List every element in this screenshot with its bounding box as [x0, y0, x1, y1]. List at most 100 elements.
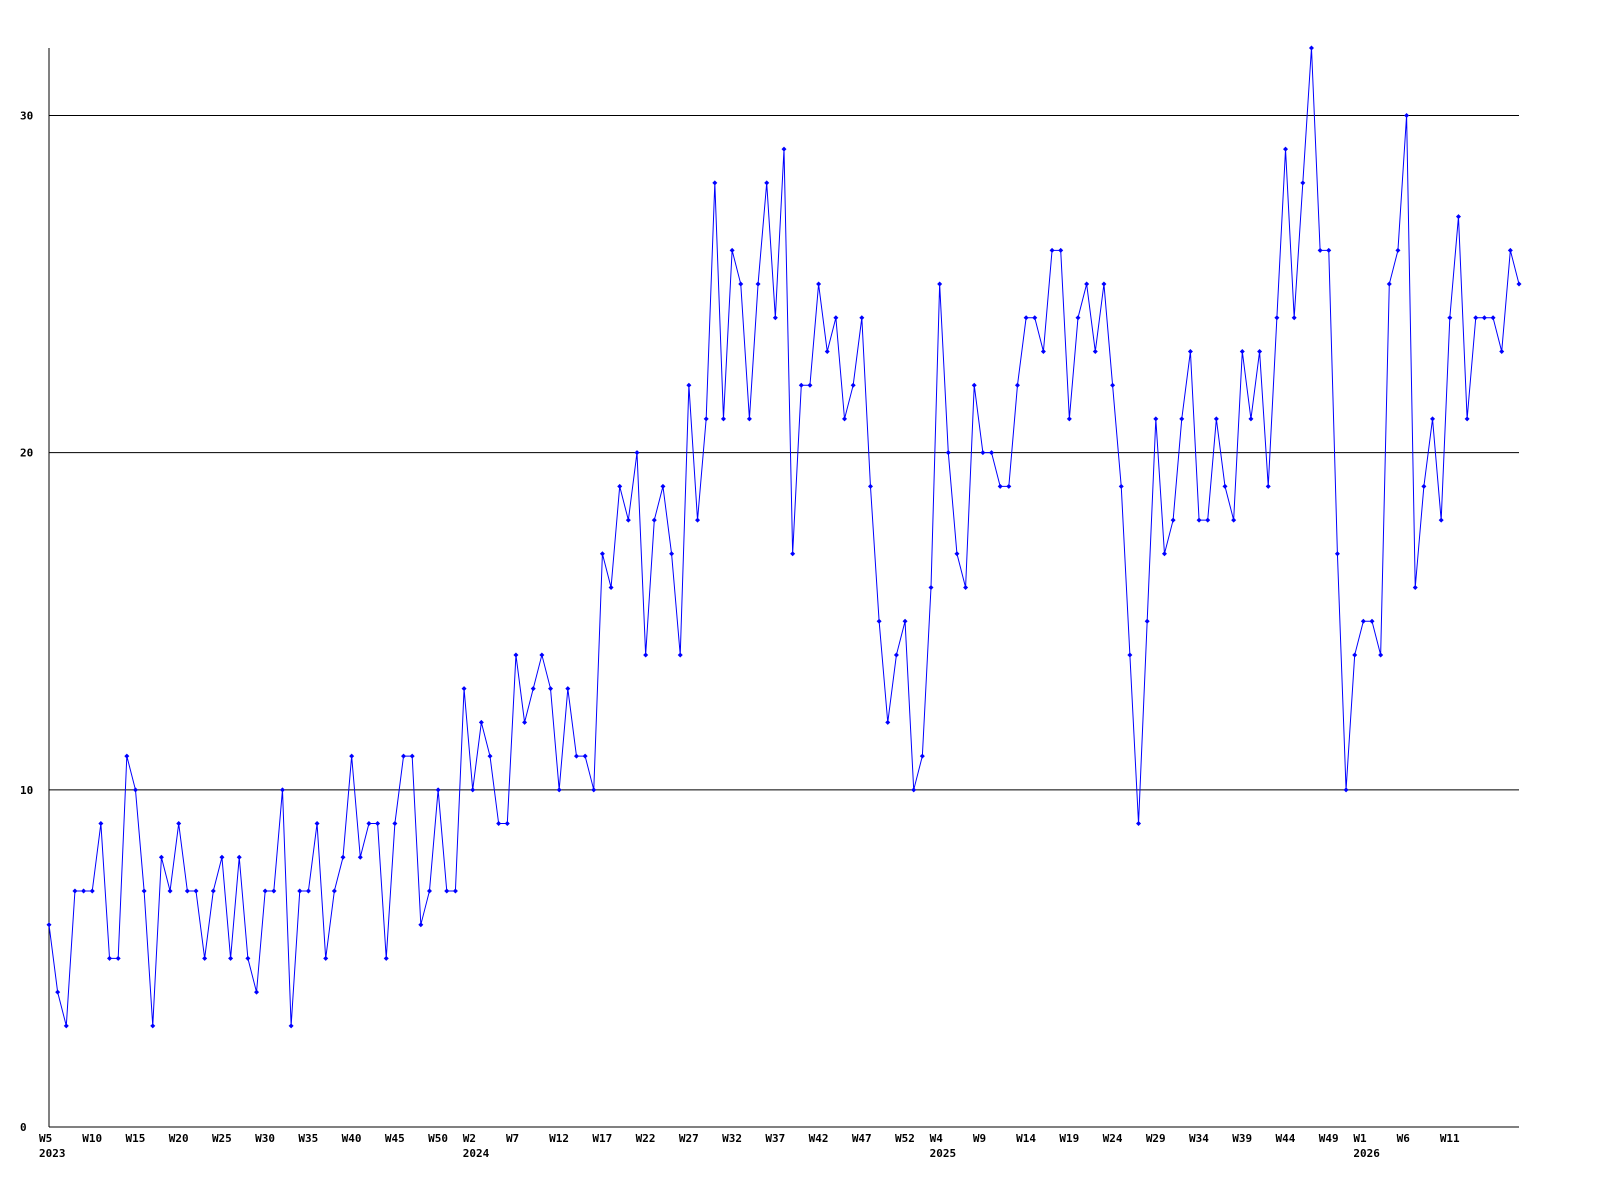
- data-point: [470, 787, 476, 793]
- data-point: [573, 753, 579, 759]
- data-point: [1430, 416, 1436, 422]
- data-point: [617, 483, 623, 489]
- data-point: [729, 247, 735, 253]
- data-point: [409, 753, 415, 759]
- x-tick-label: W17: [592, 1132, 612, 1145]
- data-point: [1257, 348, 1263, 354]
- data-point: [833, 315, 839, 321]
- data-point: [279, 787, 285, 793]
- data-point: [513, 652, 519, 658]
- data-point: [1144, 618, 1150, 624]
- data-point: [271, 888, 277, 894]
- data-point: [331, 888, 337, 894]
- data-point: [323, 955, 329, 961]
- x-tick-label: W44: [1276, 1132, 1296, 1145]
- data-point: [193, 888, 199, 894]
- data-point: [876, 618, 882, 624]
- data-point: [1395, 247, 1401, 253]
- data-point: [790, 551, 796, 557]
- x-tick-label: W4: [930, 1132, 944, 1145]
- data-point: [1049, 247, 1055, 253]
- data-point: [643, 652, 649, 658]
- x-tick-label: W42: [809, 1132, 829, 1145]
- y-tick-label: 30: [20, 109, 33, 122]
- x-tick-label: W29: [1146, 1132, 1166, 1145]
- data-point: [1196, 517, 1202, 523]
- data-point: [798, 382, 804, 388]
- data-point: [184, 888, 190, 894]
- data-point: [366, 821, 372, 827]
- data-point: [461, 686, 467, 692]
- data-point: [46, 922, 52, 928]
- data-point: [1464, 416, 1470, 422]
- data-point: [1421, 483, 1427, 489]
- data-point: [1490, 315, 1496, 321]
- x-tick-label: W9: [973, 1132, 986, 1145]
- data-point: [651, 517, 657, 523]
- data-point: [530, 686, 536, 692]
- data-point: [1205, 517, 1211, 523]
- x-tick-label: W11: [1440, 1132, 1460, 1145]
- data-point: [1283, 146, 1289, 152]
- x-year-label: 2023: [39, 1147, 66, 1160]
- x-year-label: 2025: [930, 1147, 957, 1160]
- data-point: [392, 821, 398, 827]
- data-point: [963, 585, 969, 590]
- x-tick-label: W10: [82, 1132, 102, 1145]
- data-point: [591, 787, 597, 793]
- data-point: [1006, 483, 1012, 489]
- data-point: [288, 1023, 294, 1029]
- data-point: [885, 719, 891, 725]
- data-point: [548, 686, 554, 692]
- data-point: [452, 888, 458, 894]
- data-point: [522, 719, 528, 725]
- data-point: [919, 753, 925, 759]
- data-point: [1473, 315, 1479, 321]
- data-point: [1386, 281, 1392, 287]
- data-point: [1222, 483, 1228, 489]
- data-point: [1101, 281, 1107, 287]
- data-point: [1369, 618, 1375, 624]
- data-point: [625, 517, 631, 523]
- data-point: [928, 585, 934, 590]
- data-point: [677, 652, 683, 658]
- data-point: [1343, 787, 1349, 793]
- data-point: [720, 416, 726, 422]
- data-point: [401, 753, 407, 759]
- data-point: [582, 753, 588, 759]
- data-point: [1360, 618, 1366, 624]
- data-point: [375, 821, 381, 827]
- data-point: [1274, 315, 1280, 321]
- data-point: [755, 281, 761, 287]
- data-point: [971, 382, 977, 388]
- data-point: [1378, 652, 1384, 658]
- data-point: [703, 416, 709, 422]
- data-point: [55, 989, 61, 995]
- data-point: [1075, 315, 1081, 321]
- x-tick-label: W1: [1353, 1132, 1367, 1145]
- data-point: [202, 955, 208, 961]
- data-line: [48, 47, 1520, 1026]
- data-point: [1516, 281, 1522, 287]
- data-point: [132, 787, 138, 793]
- data-point: [504, 821, 510, 827]
- x-tick-label: W6: [1397, 1132, 1411, 1145]
- y-tick-label: 20: [20, 447, 33, 460]
- x-tick-label: W34: [1189, 1132, 1209, 1145]
- x-tick-label: W25: [212, 1132, 232, 1145]
- x-tick-label: W12: [549, 1132, 569, 1145]
- x-tick-label: W19: [1059, 1132, 1079, 1145]
- data-point: [565, 686, 571, 692]
- data-point: [1058, 247, 1064, 253]
- data-point: [115, 955, 121, 961]
- data-point: [1084, 281, 1090, 287]
- x-year-label: 2026: [1353, 1147, 1380, 1160]
- data-point: [158, 854, 164, 860]
- x-tick-label: W20: [169, 1132, 189, 1145]
- x-tick-label: W5: [39, 1132, 52, 1145]
- data-point: [1412, 585, 1418, 590]
- data-point: [824, 348, 830, 354]
- data-point: [867, 483, 873, 489]
